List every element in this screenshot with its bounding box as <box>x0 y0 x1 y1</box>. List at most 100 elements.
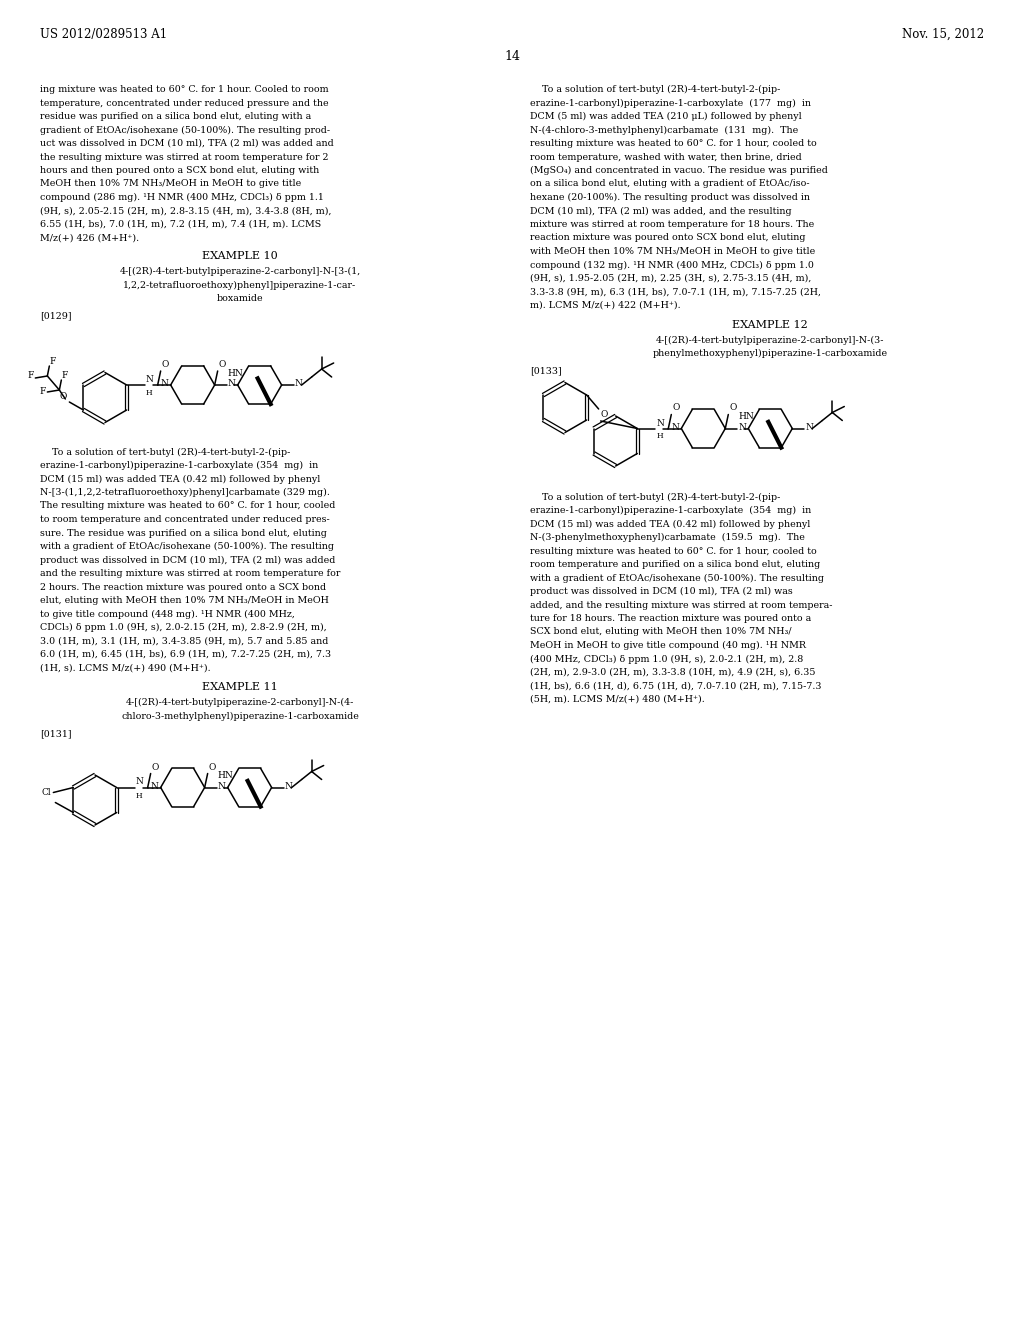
Text: N: N <box>738 422 746 432</box>
Text: erazine-1-carbonyl)piperazine-1-carboxylate (354  mg)  in: erazine-1-carbonyl)piperazine-1-carboxyl… <box>40 461 318 470</box>
Text: (1H, s). LCMS M/z(+) 490 (M+H⁺).: (1H, s). LCMS M/z(+) 490 (M+H⁺). <box>40 664 211 672</box>
Text: Cl: Cl <box>42 788 51 797</box>
Text: HN: HN <box>218 771 233 780</box>
Text: O: O <box>219 360 226 370</box>
Text: N: N <box>135 777 143 787</box>
Text: N-[3-(1,1,2,2-tetrafluoroethoxy)phenyl]carbamate (329 mg).: N-[3-(1,1,2,2-tetrafluoroethoxy)phenyl]c… <box>40 488 330 498</box>
Text: N: N <box>295 380 302 388</box>
Text: (9H, s), 1.95-2.05 (2H, m), 2.25 (3H, s), 2.75-3.15 (4H, m),: (9H, s), 1.95-2.05 (2H, m), 2.25 (3H, s)… <box>530 275 811 282</box>
Text: hours and then poured onto a SCX bond elut, eluting with: hours and then poured onto a SCX bond el… <box>40 166 319 176</box>
Text: 2 hours. The reaction mixture was poured onto a SCX bond: 2 hours. The reaction mixture was poured… <box>40 582 326 591</box>
Text: to give title compound (448 mg). ¹H NMR (400 MHz,: to give title compound (448 mg). ¹H NMR … <box>40 610 295 619</box>
Text: hexane (20-100%). The resulting product was dissolved in: hexane (20-100%). The resulting product … <box>530 193 810 202</box>
Text: H: H <box>145 389 153 397</box>
Text: to room temperature and concentrated under reduced pres-: to room temperature and concentrated und… <box>40 515 330 524</box>
Text: N: N <box>151 781 159 791</box>
Text: O: O <box>729 404 736 412</box>
Text: elut, eluting with MeOH then 10% 7M NH₃/MeOH in MeOH: elut, eluting with MeOH then 10% 7M NH₃/… <box>40 597 329 605</box>
Text: Nov. 15, 2012: Nov. 15, 2012 <box>902 28 984 41</box>
Text: gradient of EtOAc/isohexane (50-100%). The resulting prod-: gradient of EtOAc/isohexane (50-100%). T… <box>40 125 330 135</box>
Text: N: N <box>218 781 225 791</box>
Text: DCM (15 ml) was added TEA (0.42 ml) followed by phenyl: DCM (15 ml) was added TEA (0.42 ml) foll… <box>530 520 810 528</box>
Text: 1,2,2-tetrafluoroethoxy)phenyl]piperazine-1-car-: 1,2,2-tetrafluoroethoxy)phenyl]piperazin… <box>123 281 356 289</box>
Text: To a solution of tert-butyl (2R)-4-tert-butyl-2-(pip-: To a solution of tert-butyl (2R)-4-tert-… <box>530 492 780 502</box>
Text: erazine-1-carbonyl)piperazine-1-carboxylate  (177  mg)  in: erazine-1-carbonyl)piperazine-1-carboxyl… <box>530 99 811 108</box>
Text: the resulting mixture was stirred at room temperature for 2: the resulting mixture was stirred at roo… <box>40 153 329 161</box>
Text: sure. The residue was purified on a silica bond elut, eluting: sure. The residue was purified on a sili… <box>40 528 327 537</box>
Text: (2H, m), 2.9-3.0 (2H, m), 3.3-3.8 (10H, m), 4.9 (2H, s), 6.35: (2H, m), 2.9-3.0 (2H, m), 3.3-3.8 (10H, … <box>530 668 815 677</box>
Text: compound (132 mg). ¹H NMR (400 MHz, CDCl₃) δ ppm 1.0: compound (132 mg). ¹H NMR (400 MHz, CDCl… <box>530 260 814 269</box>
Text: SCX bond elut, eluting with MeOH then 10% 7M NH₃/: SCX bond elut, eluting with MeOH then 10… <box>530 627 792 636</box>
Text: on a silica bond elut, eluting with a gradient of EtOAc/iso-: on a silica bond elut, eluting with a gr… <box>530 180 810 189</box>
Text: chloro-3-methylphenyl)piperazine-1-carboxamide: chloro-3-methylphenyl)piperazine-1-carbo… <box>121 711 359 721</box>
Text: (400 MHz, CDCl₃) δ ppm 1.0 (9H, s), 2.0-2.1 (2H, m), 2.8: (400 MHz, CDCl₃) δ ppm 1.0 (9H, s), 2.0-… <box>530 655 803 664</box>
Text: HN: HN <box>738 412 755 421</box>
Text: erazine-1-carbonyl)piperazine-1-carboxylate  (354  mg)  in: erazine-1-carbonyl)piperazine-1-carboxyl… <box>530 506 811 515</box>
Text: 3.3-3.8 (9H, m), 6.3 (1H, bs), 7.0-7.1 (1H, m), 7.15-7.25 (2H,: 3.3-3.8 (9H, m), 6.3 (1H, bs), 7.0-7.1 (… <box>530 288 821 297</box>
Text: H: H <box>656 433 663 441</box>
Text: ture for 18 hours. The reaction mixture was poured onto a: ture for 18 hours. The reaction mixture … <box>530 614 811 623</box>
Text: US 2012/0289513 A1: US 2012/0289513 A1 <box>40 28 167 41</box>
Text: The resulting mixture was heated to 60° C. for 1 hour, cooled: The resulting mixture was heated to 60° … <box>40 502 336 511</box>
Text: CDCl₃) δ ppm 1.0 (9H, s), 2.0-2.15 (2H, m), 2.8-2.9 (2H, m),: CDCl₃) δ ppm 1.0 (9H, s), 2.0-2.15 (2H, … <box>40 623 327 632</box>
Text: To a solution of tert-butyl (2R)-4-tert-butyl-2-(pip-: To a solution of tert-butyl (2R)-4-tert-… <box>530 84 780 94</box>
Text: M/z(+) 426 (M+H⁺).: M/z(+) 426 (M+H⁺). <box>40 234 139 243</box>
Text: m). LCMS M/z(+) 422 (M+H⁺).: m). LCMS M/z(+) 422 (M+H⁺). <box>530 301 681 310</box>
Text: room temperature, washed with water, then brine, dried: room temperature, washed with water, the… <box>530 153 802 161</box>
Text: N: N <box>145 375 154 384</box>
Text: [0129]: [0129] <box>40 312 72 321</box>
Text: 6.0 (1H, m), 6.45 (1H, bs), 6.9 (1H, m), 7.2-7.25 (2H, m), 7.3: 6.0 (1H, m), 6.45 (1H, bs), 6.9 (1H, m),… <box>40 649 331 659</box>
Text: O: O <box>601 411 608 418</box>
Text: EXAMPLE 10: EXAMPLE 10 <box>202 251 278 261</box>
Text: H: H <box>135 792 142 800</box>
Text: resulting mixture was heated to 60° C. for 1 hour, cooled to: resulting mixture was heated to 60° C. f… <box>530 546 817 556</box>
Text: 4-[(2R)-4-tert-butylpiperazine-2-carbonyl]-N-[3-(1,: 4-[(2R)-4-tert-butylpiperazine-2-carbony… <box>120 267 360 276</box>
Text: DCM (5 ml) was added TEA (210 μL) followed by phenyl: DCM (5 ml) was added TEA (210 μL) follow… <box>530 112 802 121</box>
Text: O: O <box>673 404 680 412</box>
Text: resulting mixture was heated to 60° C. for 1 hour, cooled to: resulting mixture was heated to 60° C. f… <box>530 139 817 148</box>
Text: (MgSO₄) and concentrated in vacuo. The residue was purified: (MgSO₄) and concentrated in vacuo. The r… <box>530 166 827 176</box>
Text: O: O <box>162 360 169 370</box>
Text: 4-[(2R)-4-tert-butylpiperazine-2-carbonyl]-N-(4-: 4-[(2R)-4-tert-butylpiperazine-2-carbony… <box>126 698 354 708</box>
Text: DCM (10 ml), TFA (2 ml) was added, and the resulting: DCM (10 ml), TFA (2 ml) was added, and t… <box>530 206 792 215</box>
Text: (5H, m). LCMS M/z(+) 480 (M+H⁺).: (5H, m). LCMS M/z(+) 480 (M+H⁺). <box>530 696 705 704</box>
Text: 14: 14 <box>504 50 520 63</box>
Text: N: N <box>656 418 665 428</box>
Text: with MeOH then 10% 7M NH₃/MeOH in MeOH to give title: with MeOH then 10% 7M NH₃/MeOH in MeOH t… <box>530 247 815 256</box>
Text: O: O <box>152 763 159 771</box>
Text: O: O <box>60 392 68 401</box>
Text: N: N <box>805 422 813 432</box>
Text: [0131]: [0131] <box>40 729 72 738</box>
Text: residue was purified on a silica bond elut, eluting with a: residue was purified on a silica bond el… <box>40 112 311 121</box>
Text: phenylmethoxyphenyl)piperazine-1-carboxamide: phenylmethoxyphenyl)piperazine-1-carboxa… <box>652 348 888 358</box>
Text: EXAMPLE 11: EXAMPLE 11 <box>202 682 278 692</box>
Text: product was dissolved in DCM (10 ml), TFA (2 ml) was: product was dissolved in DCM (10 ml), TF… <box>530 587 793 597</box>
Text: N-(4-chloro-3-methylphenyl)carbamate  (131  mg).  The: N-(4-chloro-3-methylphenyl)carbamate (13… <box>530 125 799 135</box>
Text: N: N <box>672 422 679 432</box>
Text: and the resulting mixture was stirred at room temperature for: and the resulting mixture was stirred at… <box>40 569 340 578</box>
Text: [0133]: [0133] <box>530 367 562 375</box>
Text: temperature, concentrated under reduced pressure and the: temperature, concentrated under reduced … <box>40 99 329 107</box>
Text: reaction mixture was poured onto SCX bond elut, eluting: reaction mixture was poured onto SCX bon… <box>530 234 806 243</box>
Text: compound (286 mg). ¹H NMR (400 MHz, CDCl₃) δ ppm 1.1: compound (286 mg). ¹H NMR (400 MHz, CDCl… <box>40 193 324 202</box>
Text: O: O <box>209 763 216 771</box>
Text: added, and the resulting mixture was stirred at room tempera-: added, and the resulting mixture was sti… <box>530 601 833 610</box>
Text: room temperature and purified on a silica bond elut, eluting: room temperature and purified on a silic… <box>530 560 820 569</box>
Text: 4-[(2R)-4-tert-butylpiperazine-2-carbonyl]-N-(3-: 4-[(2R)-4-tert-butylpiperazine-2-carbony… <box>655 335 885 345</box>
Text: 3.0 (1H, m), 3.1 (1H, m), 3.4-3.85 (9H, m), 5.7 and 5.85 and: 3.0 (1H, m), 3.1 (1H, m), 3.4-3.85 (9H, … <box>40 636 329 645</box>
Text: with a gradient of EtOAc/isohexane (50-100%). The resulting: with a gradient of EtOAc/isohexane (50-1… <box>530 573 824 582</box>
Text: F: F <box>61 371 68 380</box>
Text: F: F <box>27 371 34 380</box>
Text: N: N <box>285 781 293 791</box>
Text: To a solution of tert-butyl (2R)-4-tert-butyl-2-(pip-: To a solution of tert-butyl (2R)-4-tert-… <box>40 447 291 457</box>
Text: ing mixture was heated to 60° C. for 1 hour. Cooled to room: ing mixture was heated to 60° C. for 1 h… <box>40 84 329 94</box>
Text: F: F <box>49 356 55 366</box>
Text: with a gradient of EtOAc/isohexane (50-100%). The resulting: with a gradient of EtOAc/isohexane (50-1… <box>40 543 334 552</box>
Text: F: F <box>39 388 45 396</box>
Text: HN: HN <box>228 370 244 378</box>
Text: MeOH in MeOH to give title compound (40 mg). ¹H NMR: MeOH in MeOH to give title compound (40 … <box>530 642 806 651</box>
Text: N-(3-phenylmethoxyphenyl)carbamate  (159.5  mg).  The: N-(3-phenylmethoxyphenyl)carbamate (159.… <box>530 533 805 543</box>
Text: (1H, bs), 6.6 (1H, d), 6.75 (1H, d), 7.0-7.10 (2H, m), 7.15-7.3: (1H, bs), 6.6 (1H, d), 6.75 (1H, d), 7.0… <box>530 681 821 690</box>
Text: N: N <box>161 380 169 388</box>
Text: uct was dissolved in DCM (10 ml), TFA (2 ml) was added and: uct was dissolved in DCM (10 ml), TFA (2… <box>40 139 334 148</box>
